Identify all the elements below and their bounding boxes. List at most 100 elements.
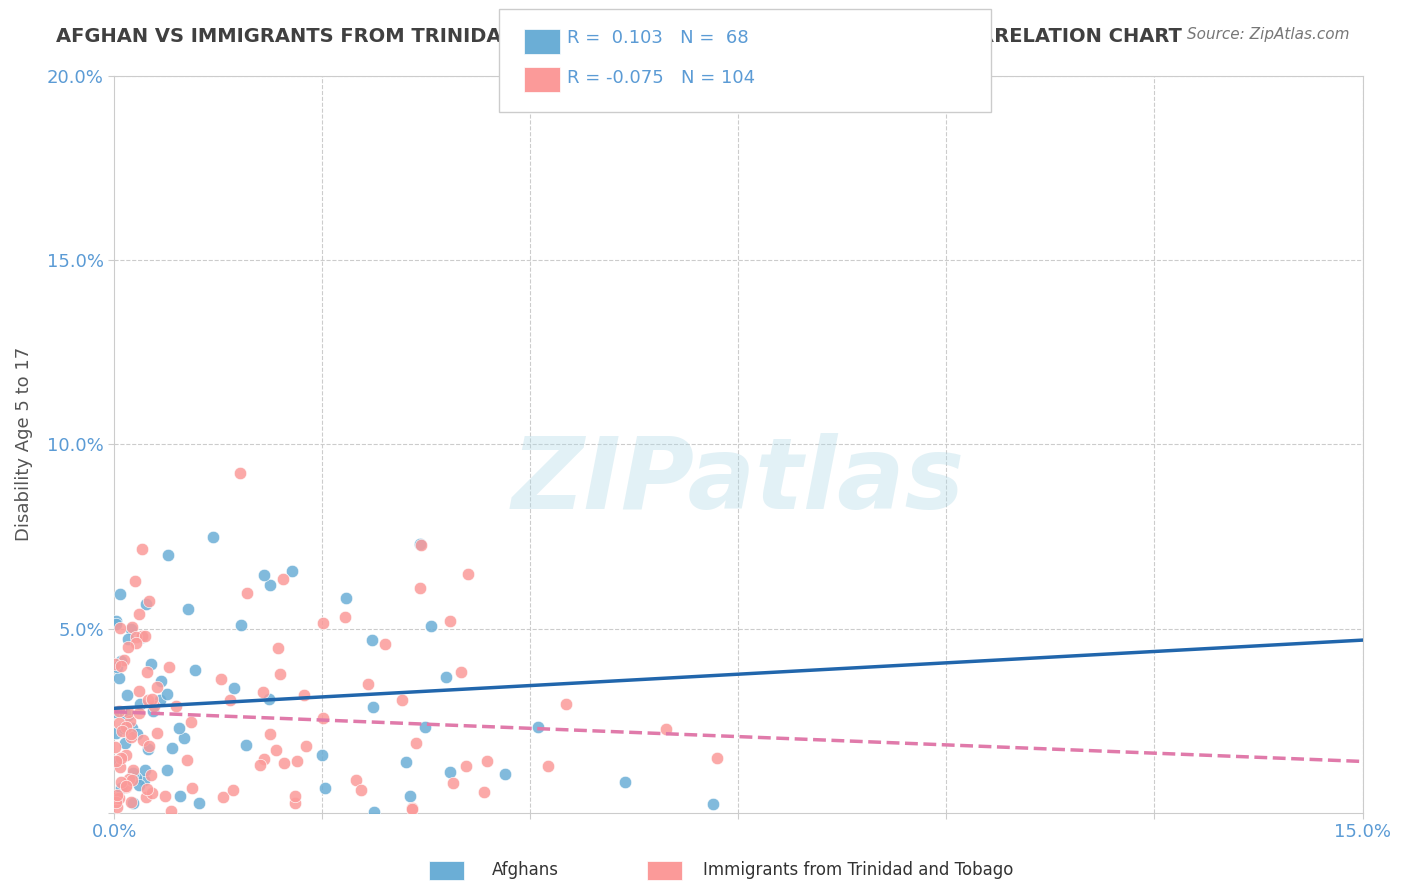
Point [374, 637, 396, 651]
Point [110, 653, 132, 667]
Point [259, 727, 281, 741]
Point [472, 784, 495, 798]
Point [117, 640, 139, 654]
Point [401, 802, 423, 816]
Point [269, 667, 291, 681]
Point [128, 683, 150, 698]
Point [121, 730, 143, 744]
Point [125, 631, 148, 645]
Point [128, 778, 150, 792]
Point [114, 721, 136, 735]
Point [157, 548, 180, 562]
Point [108, 704, 131, 718]
Point [121, 797, 143, 811]
Point [413, 720, 436, 734]
Point [273, 756, 295, 770]
Point [120, 726, 142, 740]
Point [180, 714, 202, 729]
Point [104, 755, 127, 769]
Point [135, 781, 157, 796]
Point [138, 739, 160, 753]
Point [118, 772, 141, 786]
Point [139, 767, 162, 781]
Point [284, 796, 307, 810]
Point [110, 774, 132, 789]
Point [105, 726, 128, 740]
Point [259, 578, 281, 592]
Point [108, 716, 131, 731]
Point [475, 755, 498, 769]
Point [120, 714, 142, 728]
Point [149, 673, 172, 688]
Point [105, 788, 128, 802]
Point [122, 766, 145, 780]
Point [104, 705, 127, 719]
Point [405, 736, 427, 750]
Point [229, 466, 252, 480]
Point [108, 790, 131, 805]
Point [125, 771, 148, 785]
Point [159, 804, 181, 818]
Text: Source: ZipAtlas.com: Source: ZipAtlas.com [1187, 27, 1350, 42]
Point [117, 705, 139, 719]
Point [706, 750, 728, 764]
Point [112, 653, 135, 667]
Point [253, 567, 276, 582]
Point [401, 801, 423, 815]
Point [124, 574, 146, 588]
Point [132, 772, 155, 787]
Point [131, 733, 153, 747]
Point [236, 586, 259, 600]
Point [104, 615, 127, 629]
Point [134, 629, 156, 643]
Point [112, 721, 135, 735]
Point [271, 572, 294, 586]
Point [143, 699, 166, 714]
Point [409, 537, 432, 551]
Point [527, 720, 550, 734]
Point [350, 783, 373, 797]
Point [614, 775, 637, 789]
Point [249, 758, 271, 772]
Y-axis label: Disability Age 5 to 17: Disability Age 5 to 17 [15, 347, 32, 541]
Point [314, 780, 336, 795]
Point [408, 581, 430, 595]
Point [184, 663, 207, 677]
Text: R = -0.075   N = 104: R = -0.075 N = 104 [567, 69, 755, 87]
Point [104, 739, 127, 754]
Point [188, 796, 211, 810]
Point [165, 698, 187, 713]
Point [125, 727, 148, 741]
Point [180, 780, 202, 795]
Point [231, 618, 253, 632]
Point [450, 665, 472, 679]
Point [104, 754, 127, 768]
Point [235, 738, 257, 752]
Point [141, 786, 163, 800]
Point [344, 772, 367, 787]
Point [146, 681, 169, 695]
Point [110, 781, 132, 796]
Point [122, 763, 145, 777]
Point [117, 632, 139, 647]
Point [129, 697, 152, 711]
Point [146, 725, 169, 739]
Point [149, 693, 172, 707]
Point [363, 805, 385, 819]
Point [259, 692, 281, 706]
Point [114, 706, 136, 720]
Point [135, 597, 157, 611]
Point [177, 602, 200, 616]
Point [441, 776, 464, 790]
Point [267, 641, 290, 656]
Point [128, 706, 150, 720]
Point [457, 567, 479, 582]
Point [153, 789, 176, 804]
Point [138, 594, 160, 608]
Point [103, 657, 125, 671]
Point [114, 779, 136, 793]
Point [439, 615, 461, 629]
Point [115, 688, 138, 702]
Point [167, 721, 190, 735]
Point [411, 538, 433, 552]
